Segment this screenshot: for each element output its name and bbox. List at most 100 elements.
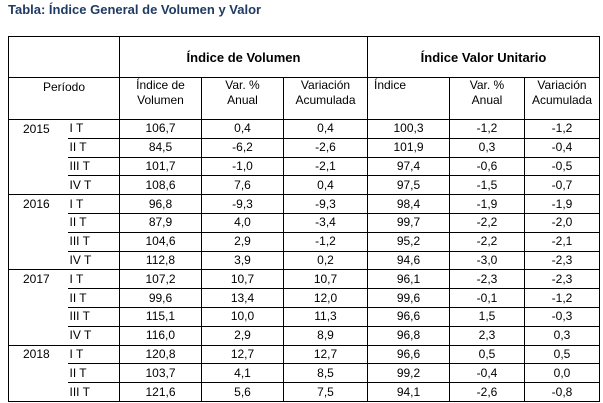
table-row: 2016 I T 96,8 -9,3 -9,3 98,4 -1,9 -1,9: [8, 194, 600, 214]
indice-valor-cell: 94,1: [367, 382, 450, 402]
var-anual-valor-cell: -0,1: [449, 288, 525, 308]
header-indice: Índice: [367, 77, 450, 120]
var-acumulada-valor-cell: 0,5: [524, 344, 600, 365]
var-anual-cell: 0,4: [201, 119, 284, 139]
var-acumulada-cell: 0,4: [283, 175, 368, 196]
indice-volumen-cell: 107,2: [119, 269, 202, 290]
year-cell: 2015: [8, 119, 68, 139]
year-cell: 2016: [8, 194, 68, 214]
var-anual-valor-cell: -1,2: [449, 119, 525, 139]
indice-volumen-cell: 104,6: [119, 231, 202, 252]
indice-valor-cell: 101,9: [367, 137, 450, 158]
table-row: II T 99,6 13,4 12,0 99,6 -0,1 -1,2: [8, 288, 600, 308]
var-anual-cell: 10,7: [201, 269, 284, 290]
indice-volumen-cell: 108,6: [119, 175, 202, 196]
quarter-cell: II T: [67, 363, 120, 384]
header-var-acumulada-2-l2: Acumulada: [531, 93, 593, 107]
header-indice-volumen: Índice de Volumen: [119, 77, 202, 120]
indice-valor-cell: 96,8: [367, 325, 450, 346]
indice-volumen-cell: 120,8: [119, 344, 202, 365]
quarter-cell: I T: [67, 194, 120, 214]
quarter-cell: III T: [67, 231, 120, 252]
indice-valor-cell: 98,4: [367, 194, 450, 214]
indice-valor-cell: 97,5: [367, 175, 450, 196]
var-acumulada-valor-cell: -1,2: [524, 288, 600, 308]
header-var-acumulada-2-l1: Variación: [537, 78, 587, 92]
var-acumulada-valor-cell: -1,9: [524, 194, 600, 214]
var-anual-cell: -6,2: [201, 137, 284, 158]
indice-volumen-cell: 84,5: [119, 137, 202, 158]
var-acumulada-cell: 0,2: [283, 250, 368, 271]
table-row: II T 103,7 4,1 8,5 99,2 -0,4 0,0: [8, 363, 600, 384]
table-row: II T 87,9 4,0 -3,4 99,7 -2,2 -2,0: [8, 212, 600, 233]
table-row: IV T 108,6 7,6 0,4 97,5 -1,5 -0,7: [8, 175, 600, 196]
var-anual-cell: 12,7: [201, 344, 284, 365]
year-cell: [8, 157, 68, 176]
header-var-acumulada-l1: Variación: [300, 78, 351, 92]
var-acumulada-cell: -2,6: [283, 137, 368, 158]
var-anual-valor-cell: -3,0: [449, 250, 525, 271]
indice-volumen-cell: 121,6: [119, 382, 202, 402]
header-periodo-label: Período: [42, 80, 86, 94]
quarter-cell: I T: [67, 119, 120, 139]
year-cell: [8, 213, 68, 233]
var-acumulada-valor-cell: 0,0: [524, 363, 600, 384]
indice-valor-cell: 97,4: [367, 156, 450, 177]
var-acumulada-cell: -3,4: [283, 212, 368, 233]
var-anual-valor-cell: -2,3: [449, 269, 525, 290]
table-row: III T 115,1 10,0 11,3 96,6 1,5 -0,3: [8, 306, 600, 327]
group-header-valor: Índice Valor Unitario: [367, 36, 600, 78]
year-cell: 2018: [8, 344, 68, 364]
header-indice-volumen-l1: Índice de: [136, 78, 185, 92]
year-cell: [8, 307, 68, 327]
var-anual-cell: 13,4: [201, 288, 284, 308]
header-var-anual-2: Var. % Anual: [449, 77, 525, 120]
var-anual-valor-cell: -1,9: [449, 194, 525, 214]
table-row: III T 104,6 2,9 -1,2 95,2 -2,2 -2,1: [8, 231, 600, 252]
var-anual-cell: 2,9: [201, 325, 284, 346]
var-acumulada-cell: -2,1: [283, 156, 368, 177]
var-acumulada-valor-cell: -0,3: [524, 306, 600, 327]
quarter-cell: III T: [67, 306, 120, 327]
year-cell: 2017: [8, 269, 68, 289]
var-anual-valor-cell: 1,5: [449, 306, 525, 327]
year-cell: [8, 326, 68, 346]
quarter-cell: III T: [67, 382, 120, 402]
indice-volumen-cell: 96,8: [119, 194, 202, 214]
var-acumulada-cell: 10,7: [283, 269, 368, 290]
year-cell: [8, 175, 68, 196]
group-header-row: Índice de Volumen Índice Valor Unitario: [8, 36, 600, 78]
var-acumulada-cell: 8,5: [283, 363, 368, 384]
var-acumulada-valor-cell: -0,4: [524, 137, 600, 158]
column-header-row: Período Índice de Volumen Var. % Anual Var…: [8, 77, 600, 120]
year-cell: [8, 382, 68, 402]
index-table: Índice de Volumen Índice Valor Unitario …: [8, 36, 600, 402]
indice-volumen-cell: 103,7: [119, 363, 202, 384]
indice-volumen-cell: 101,7: [119, 156, 202, 177]
header-var-acumulada: Variación Acumulada: [283, 77, 368, 120]
indice-volumen-cell: 87,9: [119, 212, 202, 233]
var-anual-cell: 10,0: [201, 306, 284, 327]
header-var-anual: Var. % Anual: [201, 77, 284, 120]
quarter-cell: II T: [67, 288, 120, 308]
indice-volumen-cell: 106,7: [119, 119, 202, 139]
var-acumulada-valor-cell: -2,3: [524, 269, 600, 290]
var-anual-valor-cell: 2,3: [449, 325, 525, 346]
indice-volumen-cell: 112,8: [119, 250, 202, 271]
indice-volumen-cell: 99,6: [119, 288, 202, 308]
var-anual-cell: 4,0: [201, 212, 284, 233]
indice-valor-cell: 96,6: [367, 306, 450, 327]
var-acumulada-cell: 8,9: [283, 325, 368, 346]
var-acumulada-cell: 7,5: [283, 382, 368, 402]
var-acumulada-valor-cell: -0,8: [524, 382, 600, 402]
var-acumulada-cell: 0,4: [283, 119, 368, 139]
table-title: Tabla: Índice General de Volumen y Valor: [8, 2, 262, 17]
quarter-cell: IV T: [67, 175, 120, 196]
quarter-cell: I T: [67, 269, 120, 290]
header-var-anual-l1: Var. %: [225, 78, 260, 92]
table-row: 2017 I T 107,2 10,7 10,7 96,1 -2,3 -2,3: [8, 269, 600, 290]
header-var-anual-2-l1: Var. %: [469, 78, 505, 92]
indice-valor-cell: 99,7: [367, 212, 450, 233]
var-anual-valor-cell: 0,5: [449, 344, 525, 365]
var-acumulada-valor-cell: -1,2: [524, 119, 600, 139]
